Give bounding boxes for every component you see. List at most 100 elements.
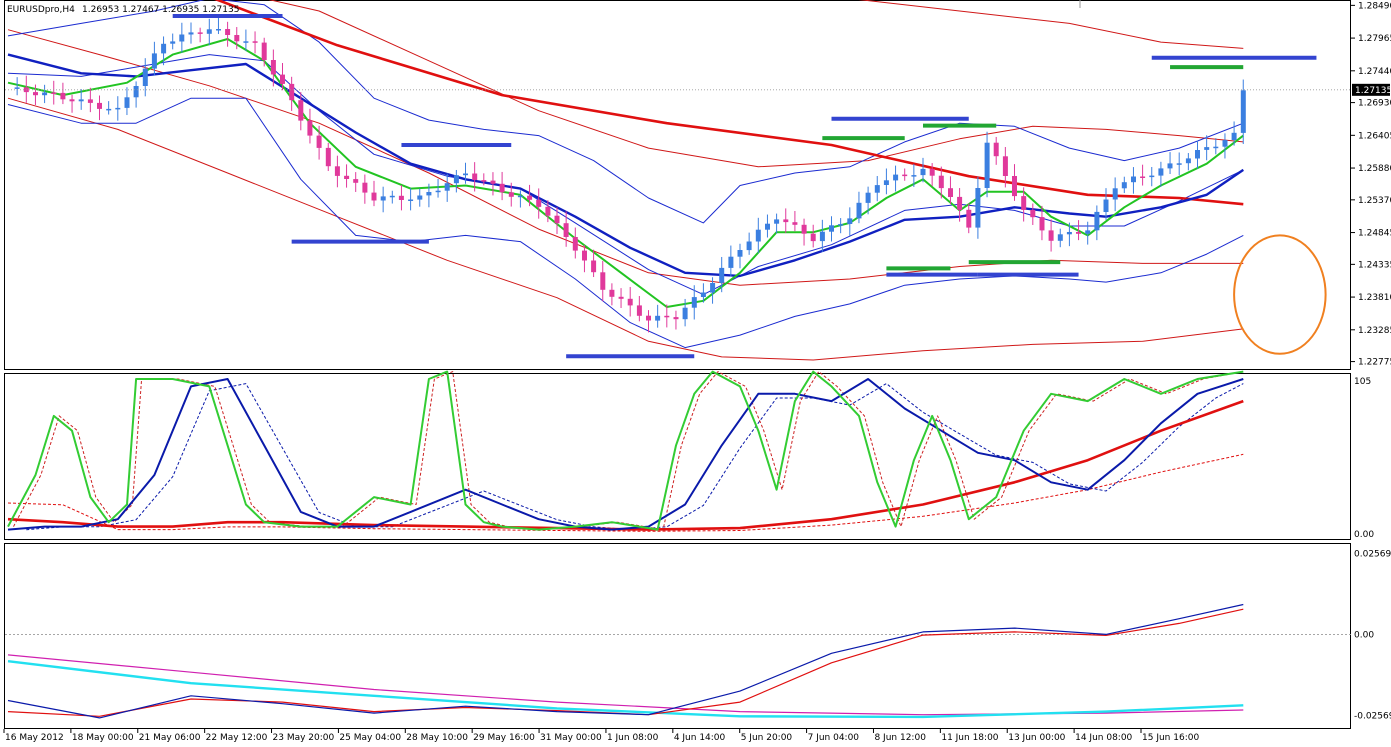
- candle-body: [1030, 209, 1036, 218]
- candle-body: [929, 168, 935, 176]
- candle-body: [902, 174, 908, 177]
- candle-body: [819, 231, 825, 242]
- candle-body: [691, 297, 697, 308]
- price-tick-label: 1.26405: [1358, 131, 1391, 141]
- time-tick-label: 4 Jun 14:00: [674, 733, 726, 743]
- candle-body: [124, 97, 130, 108]
- candle-body: [1231, 132, 1237, 140]
- candle-body: [161, 43, 167, 54]
- stochastic-axis: 105 0.00: [1354, 377, 1374, 540]
- candle-body: [545, 206, 551, 216]
- candle-body: [774, 219, 780, 224]
- candle-body: [1066, 232, 1072, 235]
- time-tick-label: 1 Jun 08:00: [607, 733, 659, 743]
- candle-body: [627, 298, 633, 306]
- series-band-blue-lower: [7, 97, 1244, 349]
- candle-body: [636, 305, 642, 316]
- candle-body: [206, 29, 212, 34]
- price-axis: 1.28490 1.27965 1.27440 1.26930 1.26405 1.258…: [1351, 1, 1391, 368]
- candle-body: [481, 180, 487, 182]
- current-price-box: [1352, 83, 1390, 96]
- candle-body: [261, 42, 267, 60]
- candle-body: [920, 168, 926, 176]
- candles-layer: [14, 17, 1246, 333]
- candle-body: [14, 87, 20, 89]
- candle-body: [618, 296, 624, 299]
- candle-body: [371, 192, 377, 201]
- time-tick-label: 21 May 06:00: [139, 733, 201, 743]
- candle-body: [444, 183, 450, 191]
- candle-body: [42, 92, 48, 96]
- time-tick-label: 8 Jun 12:00: [874, 733, 926, 743]
- chart-symbol: EURUSDpro,H4: [7, 5, 75, 15]
- candle-body: [655, 315, 661, 321]
- candle-body: [188, 32, 194, 35]
- candle-body: [106, 108, 112, 111]
- stochastic-long-signal: [7, 453, 1244, 532]
- candle-body: [1204, 147, 1210, 150]
- candle-body: [966, 209, 972, 228]
- candle-body: [1185, 158, 1191, 164]
- price-tick-label: 1.22775: [1358, 358, 1391, 368]
- candle-body: [280, 74, 285, 84]
- oscillator-panel: 0.02569 0.00 -0.02569: [4, 543, 1391, 729]
- stochastic-plot-frame: [4, 373, 1351, 540]
- oscillator-plot-frame: [4, 543, 1351, 729]
- candle-body: [1076, 232, 1081, 234]
- candle-body: [856, 202, 862, 219]
- stochastic-tick-label: 105: [1354, 377, 1371, 387]
- time-tick-label: 28 May 10:00: [406, 733, 468, 743]
- time-tick-label: 14 Jun 08:00: [1075, 733, 1132, 743]
- candle-body: [829, 225, 834, 232]
- candle-body: [133, 86, 139, 98]
- candle-body: [151, 53, 157, 69]
- candle-body: [307, 120, 313, 136]
- candle-body: [993, 142, 999, 157]
- candle-body: [1222, 140, 1228, 147]
- candle-body: [1195, 150, 1200, 159]
- candle-body: [554, 215, 560, 224]
- series-band-red-lower: [7, 29, 1244, 286]
- candle-body: [389, 195, 395, 198]
- time-tick-label: 25 May 04:00: [339, 733, 401, 743]
- candle-body: [115, 107, 121, 110]
- candle-body: [948, 188, 953, 197]
- oscillator-tick-label: 0.00: [1354, 630, 1374, 640]
- candle-body: [453, 175, 459, 184]
- time-axis: 16 May 2012 18 May 00:00 21 May 06:00 22 Ma…: [3, 729, 1199, 743]
- candle-body: [1112, 188, 1118, 200]
- candle-body: [142, 68, 148, 86]
- candle-body: [527, 195, 533, 200]
- candle-body: [225, 29, 231, 35]
- candle-body: [847, 218, 853, 224]
- price-tick-label: 1.26930: [1358, 99, 1391, 109]
- annotation-ellipse: [1233, 234, 1327, 355]
- candle-body: [270, 60, 276, 75]
- candle-body: [243, 41, 249, 43]
- candle-body: [783, 219, 789, 223]
- candle-body: [97, 102, 102, 109]
- oscillator-macd-blue: [7, 603, 1244, 719]
- candle-body: [1012, 176, 1017, 197]
- candle-body: [353, 179, 359, 183]
- levels-layer: [5, 13, 1351, 359]
- stochastic-fast-line: [7, 370, 1244, 531]
- candle-body: [490, 180, 496, 184]
- candle-body: [499, 183, 505, 193]
- candle-body: [600, 272, 606, 290]
- candle-body: [1213, 146, 1219, 149]
- candle-body: [591, 260, 597, 273]
- time-tick-label: 18 May 00:00: [72, 733, 134, 743]
- candle-body: [609, 289, 615, 297]
- candle-body: [801, 224, 807, 234]
- candle-body: [517, 195, 523, 198]
- price-tick-label: 1.27965: [1358, 34, 1391, 44]
- candle-body: [911, 175, 917, 177]
- time-tick-label: 13 Jun 00:00: [1008, 733, 1065, 743]
- series-band-red-upper: [268, 0, 1244, 168]
- time-tick-label: 22 May 12:00: [206, 733, 268, 743]
- series-band-red-outer-lower: [7, 97, 1244, 361]
- candle-body: [408, 199, 414, 201]
- oscillator-magenta: [7, 654, 1244, 716]
